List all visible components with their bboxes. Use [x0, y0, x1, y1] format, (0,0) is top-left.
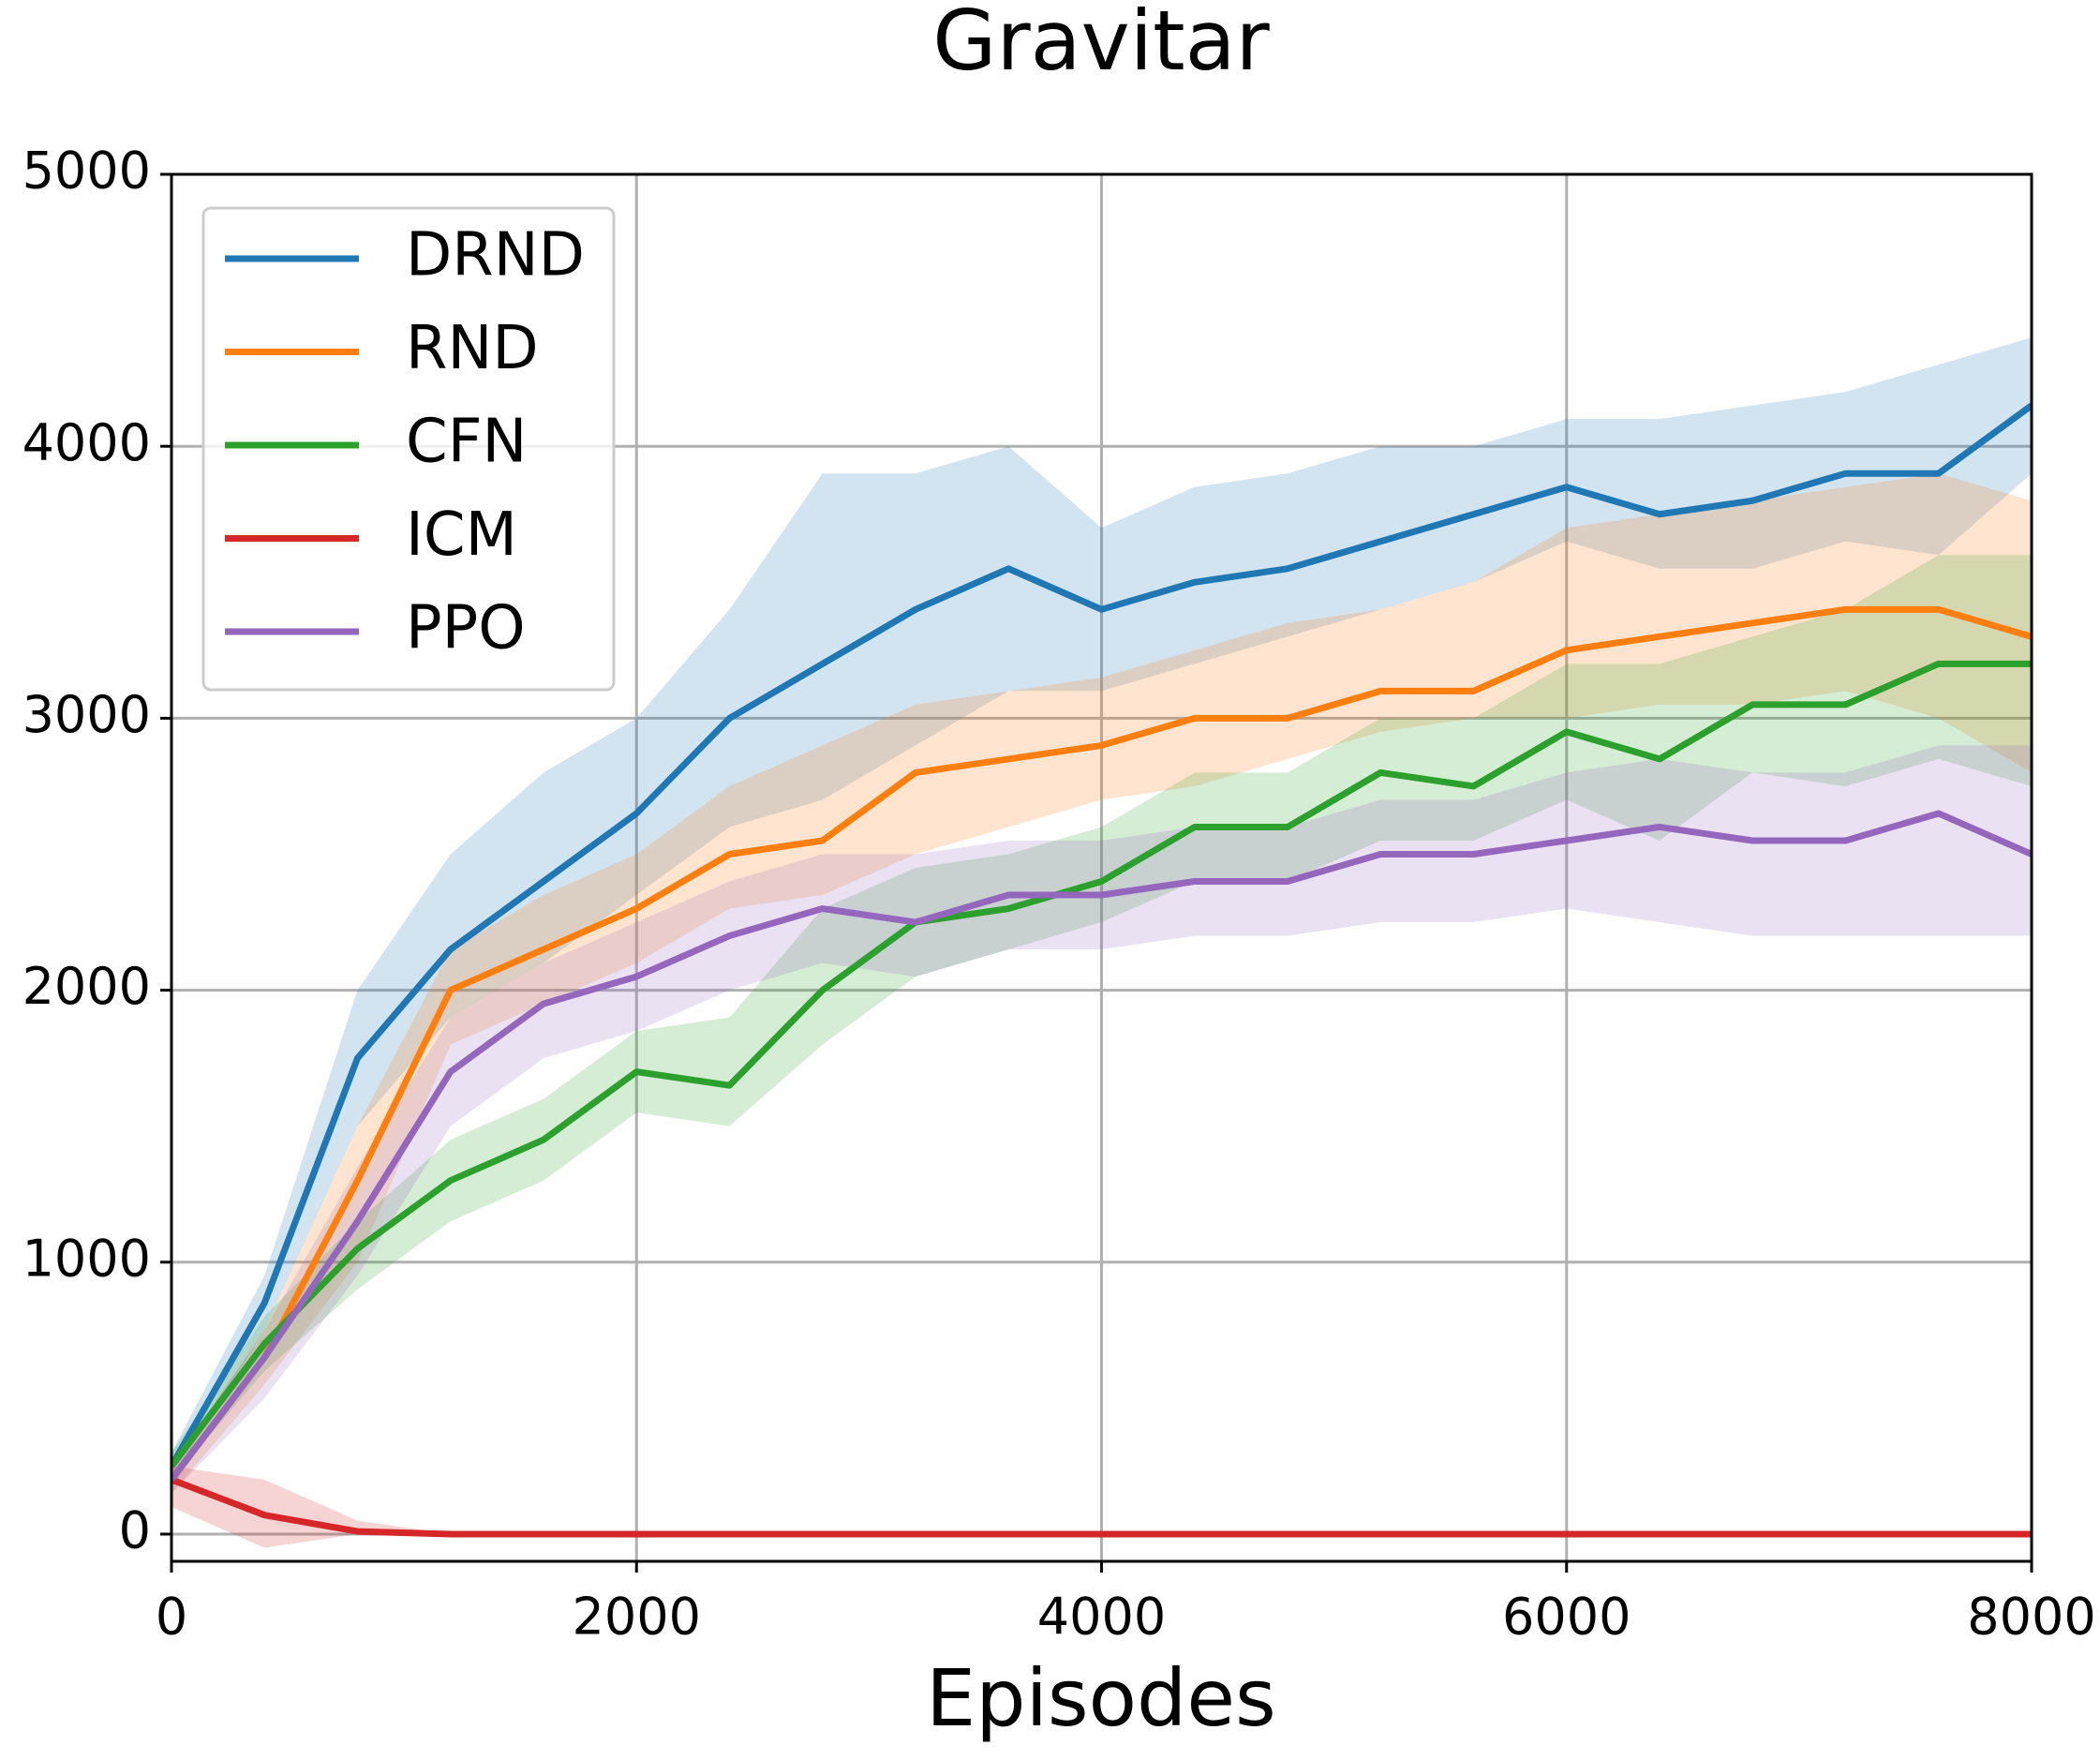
- x-tick-label: 6000: [1502, 1588, 1631, 1647]
- series-line: [171, 1476, 2032, 1538]
- x-tick-label: 0: [156, 1588, 187, 1647]
- confidence-band: [171, 555, 2032, 1480]
- y-tick-label: 5000: [22, 142, 151, 201]
- y-tick-label: 3000: [22, 685, 151, 744]
- x-tick-label: 4000: [1037, 1588, 1166, 1647]
- legend-label: ICM: [406, 500, 517, 570]
- x-axis-label: Episodes: [926, 1652, 1276, 1744]
- y-tick-label: 1000: [22, 1229, 151, 1288]
- x-tick-label: 2000: [573, 1588, 701, 1647]
- legend-label: DRND: [406, 221, 585, 291]
- y-tick-label: 0: [119, 1501, 151, 1560]
- x-tick-label: 8000: [1967, 1588, 2095, 1647]
- series-line: [171, 810, 2032, 1483]
- chart-title: Gravitar: [932, 0, 1270, 89]
- confidence-band: [171, 745, 2032, 1494]
- series-line: [171, 402, 2032, 1469]
- bands: [171, 337, 2032, 1548]
- confidence-band: [171, 473, 2032, 1494]
- y-tick-label: 4000: [22, 413, 151, 472]
- confidence-band: [171, 337, 2032, 1480]
- legend-label: PPO: [406, 594, 526, 664]
- legend-label: CFN: [406, 408, 527, 477]
- legend-label: RND: [406, 314, 539, 383]
- y-tick-label: 2000: [22, 957, 151, 1016]
- legend-box: [201, 206, 616, 692]
- legend: DRND RND CFN ICM PPO: [201, 206, 616, 692]
- series-line: [171, 605, 2032, 1483]
- lines: [171, 402, 2032, 1538]
- series-line: [171, 660, 2032, 1469]
- ticks: 0 2000 4000 6000 8000 0 1000 2000 3000 4000 5000: [22, 142, 2096, 1647]
